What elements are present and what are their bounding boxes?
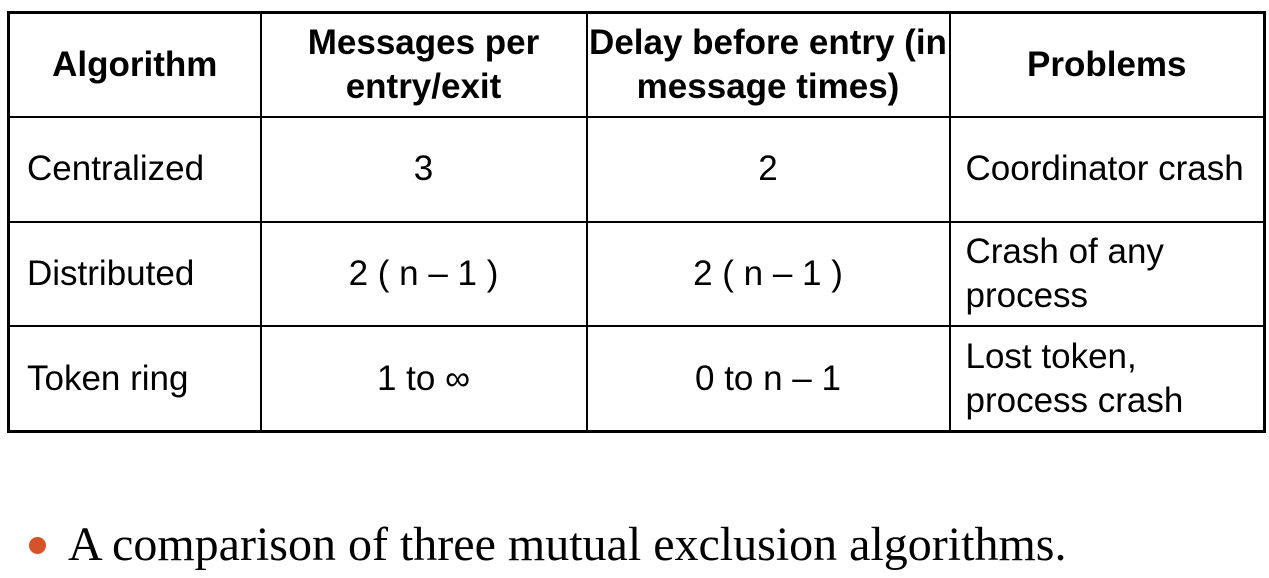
header-problems: Problems [948,11,1266,118]
table-row: Distributed 2 ( n – 1 ) 2 ( n – 1 ) Cras… [7,220,1266,328]
header-row: Algorithm Messages per entry/exit Delay … [7,11,1266,118]
header-algorithm: Algorithm [7,11,262,118]
cell-problems: Lost token, process crash [948,325,1266,433]
caption-text: A comparison of three mutual exclusion a… [68,518,1067,571]
cell-problems: Crash of any process [948,220,1266,328]
cell-problems: Coordinator crash [948,116,1266,223]
cell-messages: 2 ( n – 1 ) [259,220,588,328]
bullet-icon [29,536,46,554]
table-row: Token ring 1 to ∞ 0 to n – 1 Lost token,… [7,325,1266,433]
comparison-table: Algorithm Messages per entry/exit Delay … [7,11,1266,433]
header-messages: Messages per entry/exit [259,11,588,118]
cell-messages: 3 [259,116,588,223]
cell-delay: 2 ( n – 1 ) [585,220,951,328]
table-row: Centralized 3 2 Coordinator crash [7,116,1266,223]
cell-delay: 2 [585,116,951,223]
cell-algorithm: Distributed [7,220,262,328]
cell-algorithm: Centralized [7,116,262,223]
header-delay: Delay before entry (in message times) [585,11,951,118]
cell-delay: 0 to n – 1 [585,325,951,433]
cell-algorithm: Token ring [7,325,262,433]
caption: A comparison of three mutual exclusion a… [29,515,1066,575]
cell-messages: 1 to ∞ [259,325,588,433]
